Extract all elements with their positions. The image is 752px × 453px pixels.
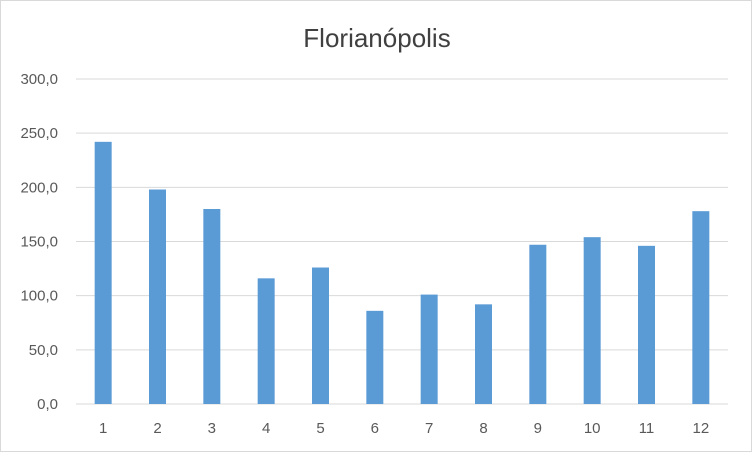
bar-8: [475, 304, 492, 404]
x-tick-label: 8: [479, 420, 487, 437]
chart-title: Florianópolis: [303, 23, 450, 53]
bar-9: [529, 244, 547, 404]
y-tick-label: 100,0: [20, 288, 58, 305]
bar-4: [257, 278, 275, 404]
x-tick-label: 1: [99, 420, 107, 437]
bar-1: [94, 141, 112, 405]
bars: [94, 141, 710, 405]
x-tick-label: 5: [316, 420, 324, 437]
y-tick-label: 50,0: [29, 342, 58, 359]
bar-11: [638, 245, 655, 404]
y-tick-label: 0,0: [37, 396, 58, 413]
x-tick-label: 2: [153, 420, 161, 437]
bar-5: [312, 267, 329, 404]
y-tick-label: 200,0: [20, 179, 58, 196]
x-axis-tick-labels: 1 2 3 4 5 6 7 8 9 10 11 12: [99, 420, 709, 437]
y-axis-tick-labels: 0,0 50,0 100,0 150,0 200,0 250,0 300,0: [20, 71, 58, 413]
y-tick-label: 250,0: [20, 125, 58, 142]
x-tick-label: 11: [639, 420, 655, 437]
gridlines: [76, 78, 728, 405]
bar-2: [149, 189, 166, 404]
x-tick-label: 4: [262, 420, 270, 437]
x-tick-label: 9: [534, 420, 542, 437]
y-tick-label: 300,0: [20, 71, 58, 88]
x-tick-label: 3: [208, 420, 216, 437]
y-tick-label: 150,0: [20, 234, 58, 251]
x-tick-label: 12: [692, 420, 709, 437]
bar-3: [203, 209, 221, 404]
x-tick-label: 7: [425, 420, 433, 437]
bar-6: [366, 310, 384, 404]
x-tick-label: 10: [584, 420, 601, 437]
bar-12: [692, 211, 710, 404]
bar-10: [583, 237, 601, 404]
x-tick-label: 6: [371, 420, 379, 437]
bar-7: [420, 294, 438, 404]
